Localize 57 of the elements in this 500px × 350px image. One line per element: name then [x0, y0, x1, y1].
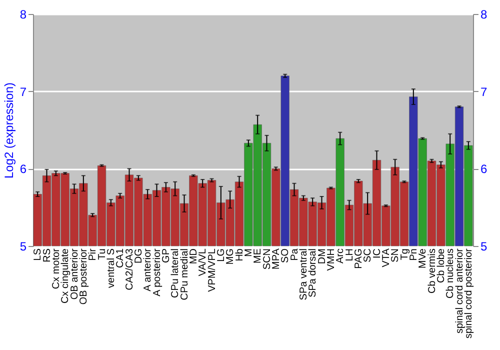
x-tick-label: PAG — [353, 248, 364, 269]
x-tick-label: SO — [280, 248, 292, 263]
x-tick-label: Cx motor — [50, 248, 62, 290]
x-tick-label: LG — [216, 248, 227, 262]
x-tick-label: VA/VL — [198, 248, 209, 276]
x-tick-label: CA1 — [115, 248, 126, 268]
x-tick-label: Hb — [234, 248, 246, 262]
x-tick-label: DM — [316, 248, 328, 264]
x-tick-label: ME — [252, 248, 264, 264]
x-tick-label: SCN — [262, 248, 273, 270]
x-tick-label: Pir — [88, 248, 99, 261]
x-tick-label: Cb nucleus — [445, 248, 456, 299]
y2-tick-label: 6 — [480, 162, 488, 176]
x-tick-label: MD — [188, 248, 200, 264]
x-tick-label: CPu lateral — [170, 248, 182, 298]
x-tick-label: GP — [160, 248, 172, 263]
x-tick-label: SPa dorsal — [308, 248, 319, 298]
x-tick-label: IC — [372, 248, 383, 258]
x-tick-label: CA2/CA3 — [124, 248, 136, 290]
x-tick-label: SPa ventral — [298, 248, 310, 300]
y-tick-label: 7 — [20, 84, 27, 99]
x-tick-label: VPM/VPL — [206, 248, 218, 292]
x-tick-label: spinal cord posterior — [463, 248, 474, 339]
x-tick-label: Pa — [289, 248, 300, 261]
x-tick-label: Cb vermis — [426, 248, 438, 294]
x-tick-label: SC — [362, 248, 374, 262]
x-tick-label: spinal cord anterior — [454, 248, 466, 334]
x-tick-label: LH — [344, 248, 356, 262]
x-tick-label: Tu — [96, 248, 108, 260]
x-tick-label: Tg — [399, 248, 410, 260]
y2-tick-label: 7 — [480, 84, 488, 99]
x-tick-label: A anterior — [142, 248, 154, 292]
x-tick-label: VTA — [380, 248, 392, 268]
x-tick-label: ventral S — [106, 248, 117, 288]
x-tick-label: MG — [225, 248, 236, 265]
x-tick-label: Arc — [335, 248, 346, 264]
x-tick-label: OB anterior — [69, 248, 80, 300]
x-tick-label: Cb lobe — [436, 248, 447, 283]
x-tick-label: M — [243, 248, 254, 257]
y2-tick-label: 5 — [480, 240, 488, 254]
x-tick-label: CPu medial — [179, 248, 190, 300]
x-tick-label: A posterior — [152, 248, 163, 296]
y2-tick-label: 8 — [480, 8, 488, 22]
y-tick-label: 8 — [20, 8, 27, 22]
x-tick-label: Pn — [408, 248, 420, 261]
x-tick-label: LS — [32, 248, 44, 261]
x-tick-label: DG — [133, 248, 144, 264]
x-tick-label: MVe — [418, 248, 429, 269]
y-axis-title: Log2 (expression) — [2, 82, 16, 179]
y-tick-label: 6 — [20, 162, 27, 176]
x-tick-label: SN — [390, 248, 402, 262]
y-tick-label: 5 — [20, 240, 27, 254]
x-tick-label: OB posterior — [78, 248, 90, 305]
x-tick-label: MPA — [270, 248, 282, 270]
x-tick-label: VMH — [326, 248, 337, 271]
x-tick-label: RS — [42, 248, 53, 262]
x-tick-label: Cx cingulate — [60, 248, 72, 304]
